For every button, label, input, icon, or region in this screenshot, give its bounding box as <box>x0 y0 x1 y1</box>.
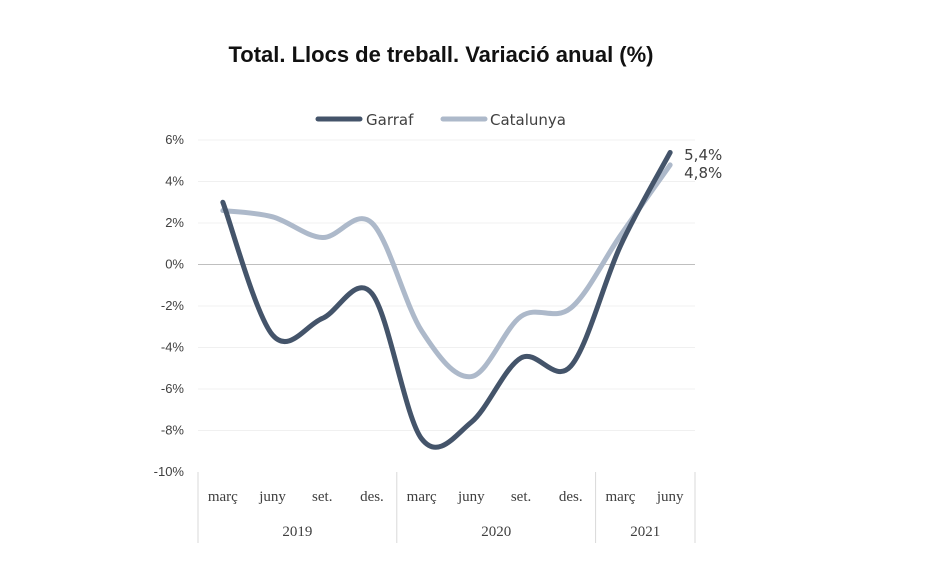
x-group-label: 2021 <box>630 524 660 540</box>
series-line-garraf <box>220 149 673 450</box>
y-tick-label: -6% <box>161 381 185 396</box>
x-tick-label: set. <box>312 489 332 505</box>
x-tick-label: juny <box>656 489 684 505</box>
y-tick-label: -10% <box>154 464 185 479</box>
x-group-label: 2019 <box>282 524 312 540</box>
x-tick-label: març <box>208 489 238 505</box>
x-tick-label: set. <box>511 489 531 505</box>
end-label-garraf: 5,4% <box>684 146 722 164</box>
x-tick-label: juny <box>457 489 485 505</box>
end-labels: 5,4%4,8% <box>684 146 722 182</box>
x-tick-label: des. <box>360 489 384 505</box>
end-label-catalunya: 4,8% <box>684 164 722 182</box>
x-group-label: 2020 <box>481 524 511 540</box>
y-tick-label: -4% <box>161 340 185 355</box>
gridlines <box>198 139 695 431</box>
x-tick-label: març <box>605 489 635 505</box>
x-tick-label: juny <box>258 489 286 505</box>
series-lines <box>220 149 673 450</box>
y-tick-label: -8% <box>161 423 185 438</box>
y-tick-label: 4% <box>165 174 184 189</box>
legend-label-garraf: Garraf <box>366 111 414 129</box>
chart-title: Total. Llocs de treball. Variació anual … <box>228 42 653 67</box>
y-axis-ticks: 6% 4% 2% 0% -2% -4% -6% -8% -10% <box>154 132 185 479</box>
y-tick-label: 6% <box>165 132 184 147</box>
legend-label-catalunya: Catalunya <box>490 111 566 129</box>
y-tick-label: 2% <box>165 215 184 230</box>
x-axis: 2019 2020 2021 març juny set. des. març juny set.… <box>197 472 696 543</box>
legend: Garraf Catalunya <box>315 111 566 129</box>
series-line-catalunya <box>220 162 673 380</box>
x-tick-label: març <box>407 489 437 505</box>
y-tick-label: 0% <box>165 257 184 272</box>
y-tick-label: -2% <box>161 298 185 313</box>
x-tick-label: des. <box>559 489 583 505</box>
